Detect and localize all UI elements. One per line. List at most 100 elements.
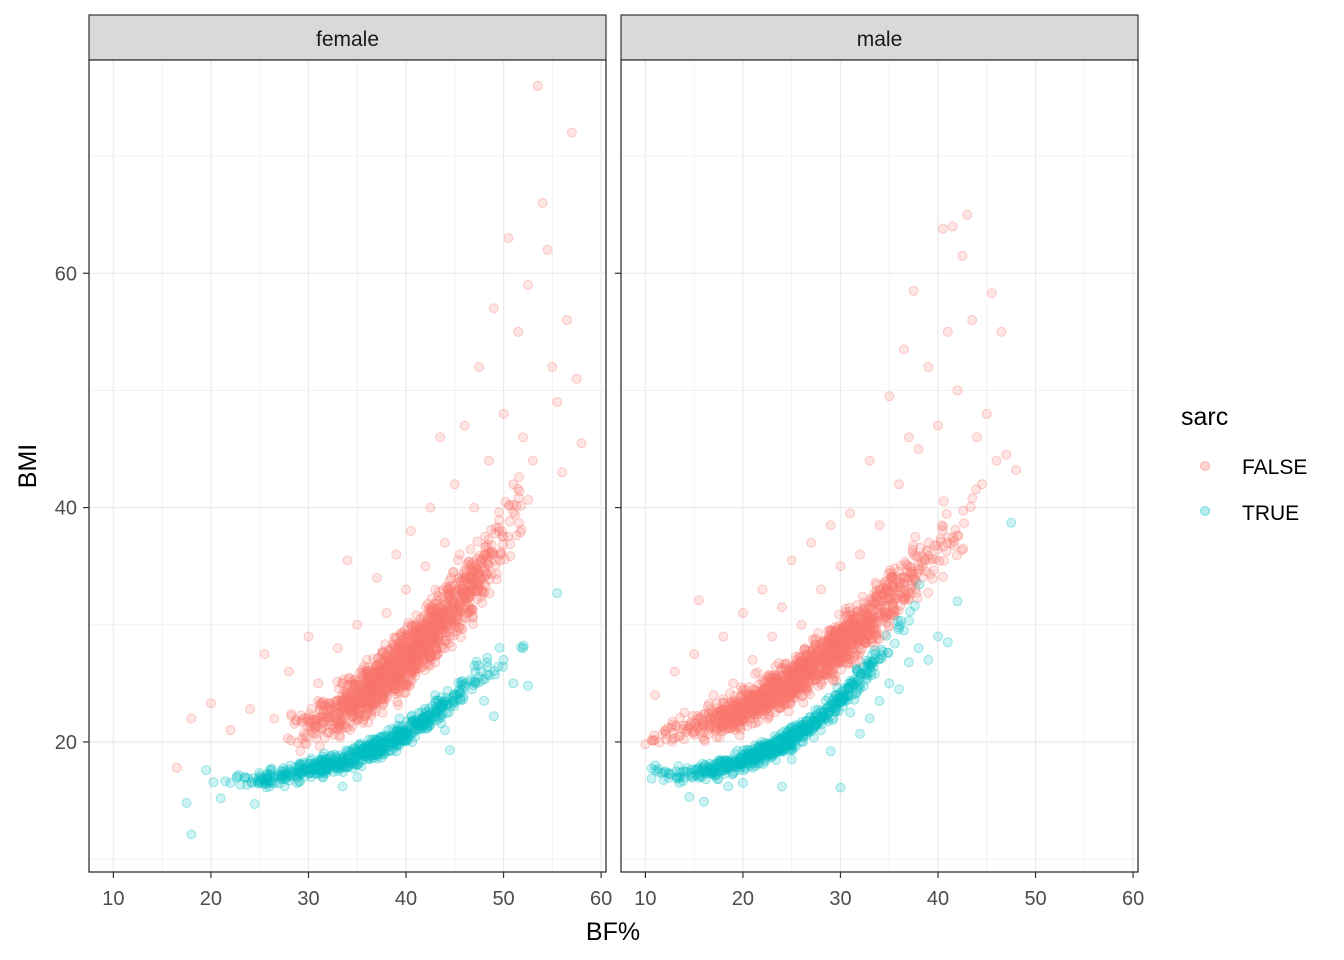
point-false [407,655,417,666]
point-false [369,666,380,677]
point-false [388,680,399,690]
x-tick-label: 10 [102,888,124,910]
point-false [378,698,389,709]
point-false [466,580,477,591]
point-false [370,675,381,686]
point-false [408,641,419,652]
point-false [453,600,464,611]
point-false [734,702,745,713]
point-true [1006,517,1017,528]
point-false [481,568,492,579]
point-false [410,641,421,652]
facet-strip-label-male: male [857,28,903,51]
point-false [417,662,428,673]
point-false [390,684,401,695]
point-true [308,762,319,773]
point-false [439,643,450,654]
point-false [518,432,529,443]
point-true [861,655,872,666]
point-true [449,690,460,701]
point-false [404,668,415,679]
point-false [356,687,367,698]
point-false [486,569,497,580]
point-false [420,643,431,653]
point-false [398,659,408,670]
point-false [409,621,420,632]
point-true [444,745,455,756]
point-false [361,702,372,713]
point-false [337,694,348,705]
point-false [442,606,453,617]
point-false [381,691,392,702]
point-false [484,588,495,599]
y-tick-label: 60 [55,263,77,285]
point-true [881,630,892,641]
point-false [372,694,383,705]
point-false [383,670,393,681]
point-false [388,656,399,667]
point-false [363,683,374,694]
point-false [347,687,358,698]
point-false [416,636,427,647]
point-false [952,530,963,541]
point-false [420,646,431,657]
point-false [562,315,572,326]
point-false [883,621,894,631]
point-false [425,605,436,615]
point-false [349,679,360,690]
point-false [448,567,459,578]
point-false [434,602,445,613]
point-false [356,683,367,694]
point-false [457,624,468,635]
x-tick-label: 40 [927,888,949,910]
point-false [527,455,538,466]
point-false [355,698,366,709]
point-true [552,588,563,599]
point-false [425,634,436,645]
point-false [941,546,952,557]
point-true [777,781,787,792]
point-false [361,666,372,677]
point-false [364,677,375,687]
point-true [845,707,856,718]
legend-key-true [1200,506,1210,516]
point-false [332,643,343,654]
point-true [691,765,702,776]
point-false [411,649,422,660]
point-false [303,631,314,642]
point-false [393,700,404,710]
point-true [893,624,904,635]
point-false [353,713,364,724]
point-false [385,683,396,694]
point-false [692,714,703,725]
point-false [404,645,415,656]
point-false [401,641,412,652]
point-false [371,669,382,680]
point-false [360,697,371,708]
point-false [996,326,1007,337]
point-false [357,698,368,709]
point-false [419,639,430,650]
point-false [453,572,464,583]
point-true [786,744,797,754]
point-false [394,661,405,672]
point-false [739,713,750,724]
point-false [374,667,385,678]
point-false [483,455,494,466]
point-false [937,525,948,536]
point-false [436,604,447,615]
point-false [750,668,761,679]
point-false [368,693,379,704]
point-false [364,685,375,696]
point-false [465,564,476,574]
point-false [939,555,949,566]
point-false [468,566,479,577]
legend-label-false: FALSE [1242,456,1307,479]
point-false [991,455,1002,466]
point-false [349,674,360,685]
point-true [737,756,747,767]
point-false [376,693,387,704]
point-false [468,611,478,622]
point-true [780,736,791,747]
point-false [435,432,446,443]
